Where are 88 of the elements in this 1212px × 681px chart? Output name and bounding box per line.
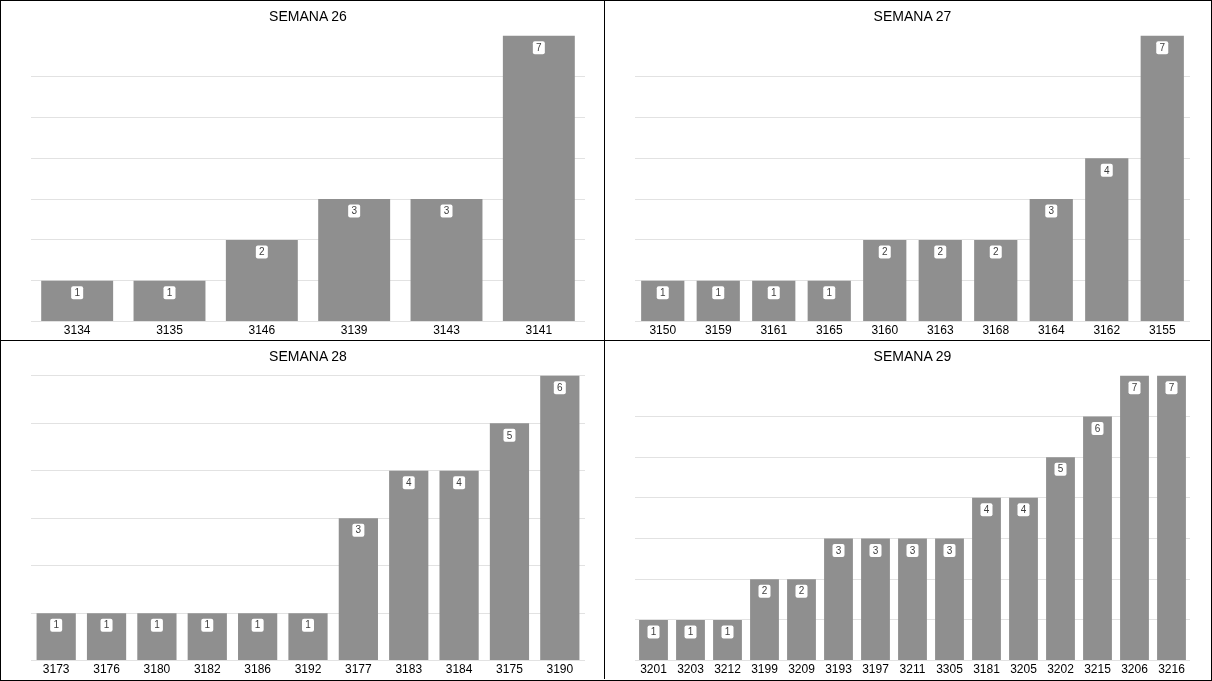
data-label: 4 (1103, 164, 1110, 176)
data-label: 2 (992, 246, 999, 258)
data-label: 1 (254, 619, 261, 631)
chart-title: SEMANA 28 (269, 348, 348, 365)
x-tick-label: 3192 (294, 662, 322, 677)
x-tick-label: 3160 (871, 323, 899, 338)
x-tick-label: 3180 (143, 662, 171, 677)
data-label: 1 (305, 619, 312, 631)
data-label: 3 (835, 544, 842, 556)
x-tick-label: 3182 (193, 662, 221, 677)
x-tick-label: 3164 (1037, 323, 1065, 338)
x-tick-label: 3163 (926, 323, 954, 338)
chart-title: SEMANA 27 (873, 8, 952, 25)
data-label: 4 (1020, 504, 1027, 516)
data-label: 5 (1057, 463, 1064, 475)
x-tick-label: 3209 (788, 662, 816, 677)
x-tick-label: 3141 (525, 323, 553, 338)
data-label: 1 (166, 287, 173, 299)
x-tick-label: 3193 (825, 662, 853, 677)
x-tick-label: 3165 (815, 323, 843, 338)
x-tick-label: 3139 (340, 323, 368, 338)
data-label: 5 (506, 429, 513, 441)
x-tick-label: 3190 (546, 662, 574, 677)
x-tick-label: 3159 (704, 323, 732, 338)
data-label: 7 (1131, 382, 1138, 394)
data-label: 1 (659, 287, 666, 299)
data-label: 3 (351, 205, 358, 217)
data-label: 6 (557, 382, 564, 394)
data-label: 3 (872, 544, 879, 556)
data-label: 3 (355, 524, 362, 536)
x-tick-label: 3203 (677, 662, 705, 677)
data-label: 3 (1048, 205, 1055, 217)
x-tick-label: 3215 (1084, 662, 1112, 677)
x-tick-label: 3183 (395, 662, 423, 677)
data-label: 1 (154, 619, 161, 631)
data-label: 2 (937, 246, 944, 258)
data-label: 2 (881, 246, 888, 258)
x-tick-label: 3176 (93, 662, 121, 677)
data-label: 1 (770, 287, 777, 299)
x-tick-label: 3184 (445, 662, 473, 677)
x-tick-label: 3146 (248, 323, 276, 338)
data-label: 1 (687, 626, 694, 638)
x-tick-label: 3155 (1148, 323, 1176, 338)
data-label: 1 (204, 619, 211, 631)
data-label: 1 (650, 626, 657, 638)
x-tick-label: 3177 (345, 662, 373, 677)
x-tick-label: 3186 (244, 662, 272, 677)
x-tick-label: 3135 (156, 323, 184, 338)
data-label: 7 (536, 42, 543, 54)
data-label: 4 (456, 476, 463, 488)
x-tick-label: 3173 (42, 662, 70, 677)
x-tick-label: 3199 (751, 662, 779, 677)
x-tick-label: 3134 (63, 323, 91, 338)
x-tick-label: 3150 (649, 323, 677, 338)
x-tick-label: 3202 (1047, 662, 1075, 677)
data-label: 6 (1094, 422, 1101, 434)
chart-title: SEMANA 29 (873, 348, 952, 365)
x-tick-label: 3205 (1010, 662, 1038, 677)
x-tick-label: 3175 (496, 662, 524, 677)
x-tick-label: 3161 (760, 323, 788, 338)
data-label: 3 (946, 544, 953, 556)
x-tick-label: 3162 (1093, 323, 1121, 338)
data-label: 4 (405, 476, 412, 488)
data-label: 2 (761, 585, 768, 597)
data-label: 2 (259, 246, 266, 258)
x-tick-label: 3201 (640, 662, 668, 677)
data-label: 1 (724, 626, 731, 638)
x-tick-label: 3305 (936, 662, 964, 677)
data-label: 7 (1168, 382, 1175, 394)
x-tick-label: 3168 (982, 323, 1010, 338)
x-tick-label: 3197 (862, 662, 890, 677)
data-label: 3 (909, 544, 916, 556)
data-label: 1 (103, 619, 110, 631)
x-tick-label: 3143 (433, 323, 461, 338)
x-tick-label: 3212 (714, 662, 742, 677)
data-label: 3 (443, 205, 450, 217)
chart-title: SEMANA 26 (269, 8, 348, 25)
x-tick-label: 3181 (973, 662, 1001, 677)
data-label: 7 (1159, 42, 1166, 54)
x-tick-label: 3206 (1121, 662, 1149, 677)
x-tick-label: 3216 (1158, 662, 1186, 677)
data-label: 1 (74, 287, 81, 299)
data-label: 2 (798, 585, 805, 597)
data-label: 1 (53, 619, 60, 631)
data-label: 4 (983, 504, 990, 516)
data-label: 1 (715, 287, 722, 299)
x-tick-label: 3211 (899, 662, 926, 677)
data-label: 1 (826, 287, 833, 299)
